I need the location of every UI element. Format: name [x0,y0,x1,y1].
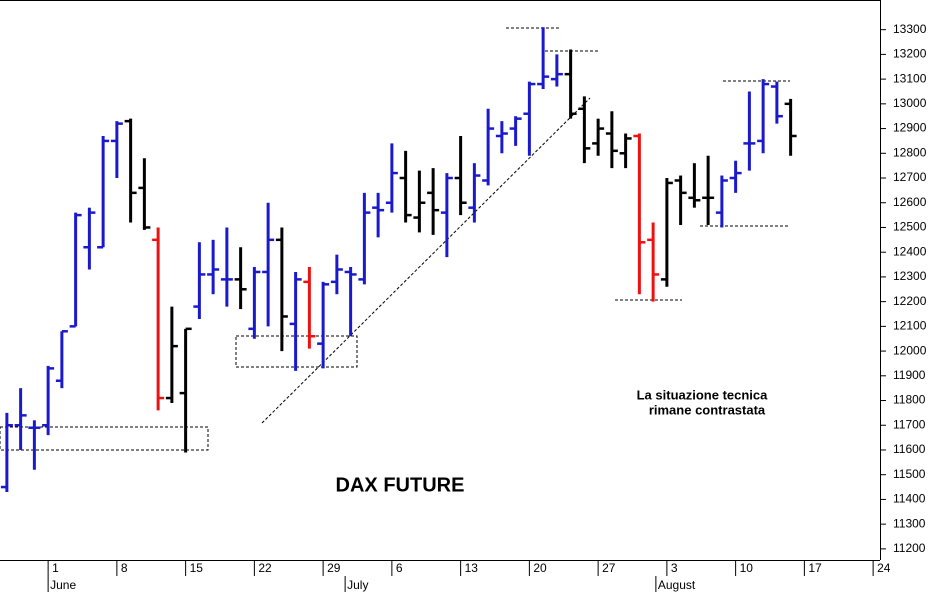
y-tick-label: 12600 [893,195,927,209]
y-tick-label: 12100 [893,319,927,333]
support-box [0,426,209,451]
y-tick-label: 13000 [893,96,927,110]
x-tick-label: 6 [396,561,403,575]
y-tick-label: 12300 [893,269,927,283]
x-tick-label: 10 [740,561,754,575]
y-tick-label: 11400 [893,492,926,506]
y-tick-label: 11200 [893,541,926,555]
y-tick-label: 12400 [893,244,927,258]
x-tick-label: 3 [671,561,678,575]
x-tick-label: 22 [258,561,272,575]
x-tick-label: 17 [808,561,822,575]
y-tick-label: 13300 [893,22,927,36]
y-tick-label: 12500 [893,220,927,234]
month-label: July [347,578,368,592]
x-tick-label: 20 [533,561,547,575]
x-tick-label: 1 [52,561,59,575]
y-tick-label: 11500 [893,467,926,481]
chart-title: DAX FUTURE [336,474,465,496]
x-tick-label: 27 [602,561,616,575]
y-tick-label: 12000 [893,343,927,357]
y-tick-label: 12800 [893,145,927,159]
y-tick-label: 12900 [893,121,927,135]
y-tick-label: 11700 [893,417,926,431]
y-tick-label: 13100 [893,71,927,85]
y-tick-label: 13200 [893,47,927,61]
annotation: rimane contrastata [649,402,766,417]
y-tick-label: 11900 [893,368,926,382]
annotation: La situazione tecnica [637,387,769,402]
y-tick-label: 11800 [893,393,926,407]
y-tick-label: 12700 [893,170,927,184]
trend-line [261,97,591,424]
x-tick-label: 24 [877,561,891,575]
x-tick-label: 15 [190,561,204,575]
month-label: August [658,578,696,592]
y-tick-label: 12200 [893,294,927,308]
y-tick-label: 11600 [893,442,926,456]
x-tick-label: 13 [465,561,479,575]
month-label: June [50,578,76,592]
x-tick-label: 8 [121,561,128,575]
x-tick-label: 29 [327,561,341,575]
y-tick-label: 11300 [893,516,926,530]
